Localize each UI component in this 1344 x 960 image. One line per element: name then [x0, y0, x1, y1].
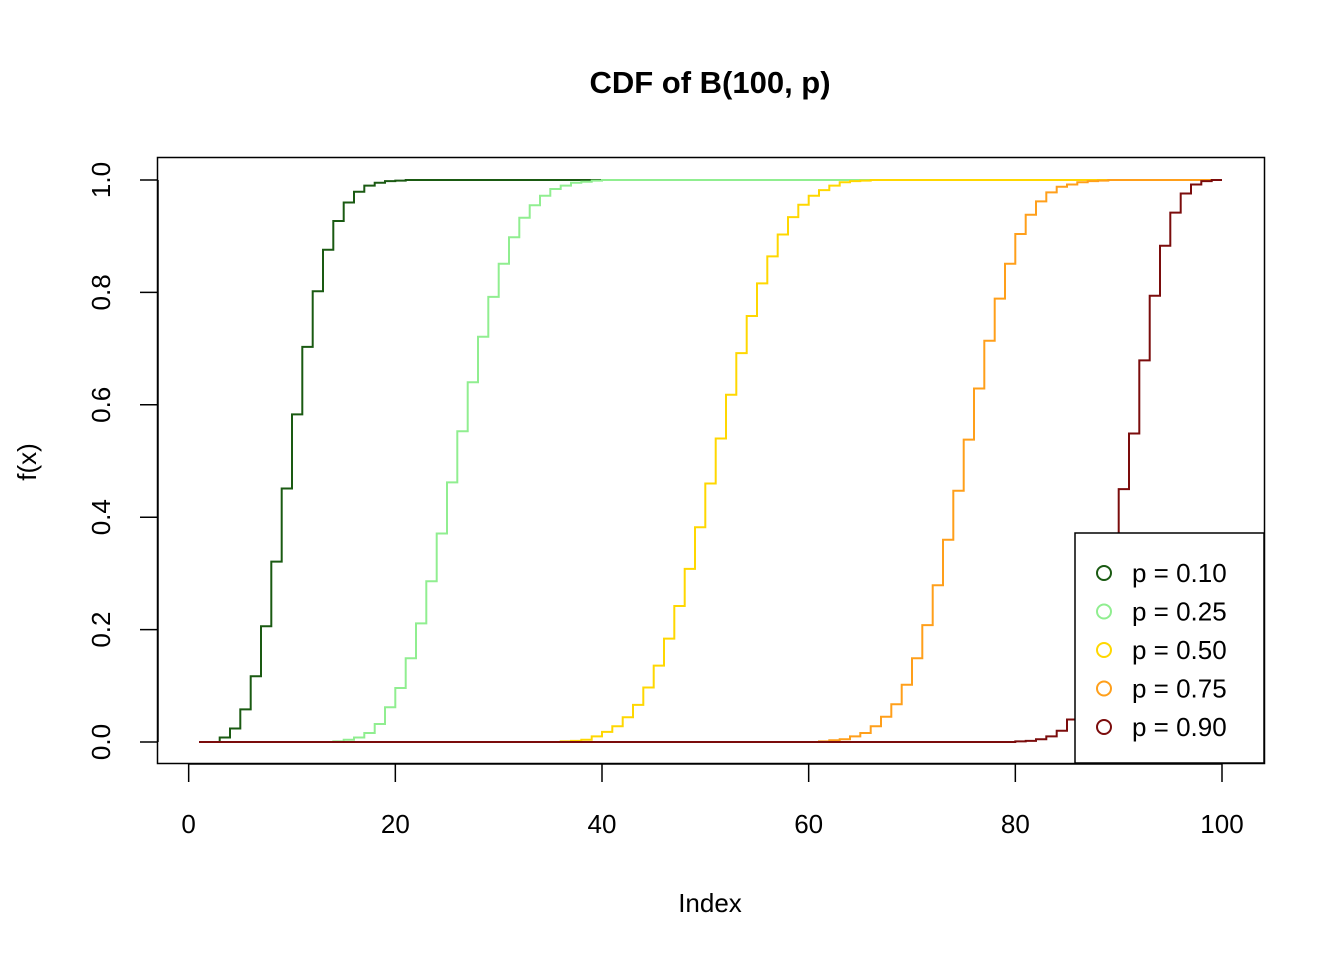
x-tick-label: 80	[1001, 809, 1030, 839]
legend-marker	[1096, 642, 1112, 658]
series-line	[199, 179, 1222, 743]
y-tick-label: 0.8	[86, 274, 116, 310]
legend-marker	[1096, 680, 1112, 697]
series-line	[199, 179, 1222, 743]
x-tick-label: 100	[1200, 809, 1243, 839]
series-line	[199, 179, 1222, 743]
legend-marker	[1096, 719, 1112, 735]
y-tick-label: 1.0	[86, 162, 116, 198]
y-tick-label: 0.4	[86, 499, 116, 535]
y-axis-label: f(x)	[12, 443, 42, 481]
legend-marker	[1096, 603, 1112, 620]
legend: p = 0.10 p = 0.25 p = 0.50 p = 0.75 p = 0.90	[1074, 532, 1265, 764]
legend-label: p = 0.10	[1132, 558, 1227, 588]
legend-marker	[1096, 565, 1112, 581]
x-tick-label: 0	[181, 809, 195, 839]
legend-label: p = 0.75	[1132, 674, 1227, 704]
y-axis: 0.0 0.2 0.4 0.6 0.8 1.0	[86, 162, 159, 760]
legend-box	[1074, 532, 1265, 764]
x-tick-label: 40	[588, 809, 617, 839]
x-axis-label: Index	[678, 888, 742, 918]
y-tick-label: 0.0	[86, 724, 116, 760]
legend-label: p = 0.90	[1132, 712, 1227, 742]
x-tick-label: 60	[794, 809, 823, 839]
legend-label: p = 0.50	[1132, 635, 1227, 665]
series-line	[199, 179, 1222, 743]
y-tick-label: 0.6	[86, 387, 116, 423]
chart-title: CDF of B(100, p)	[589, 65, 830, 100]
series-line	[199, 179, 1222, 743]
y-tick-label: 0.2	[86, 612, 116, 648]
series-layer	[199, 179, 1222, 743]
legend-label: p = 0.25	[1132, 597, 1227, 627]
x-axis: 0 20 40 60 80 100	[181, 763, 1244, 839]
x-tick-label: 20	[381, 809, 410, 839]
